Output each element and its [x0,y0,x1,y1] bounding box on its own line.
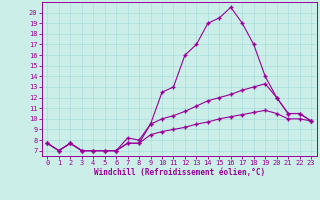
X-axis label: Windchill (Refroidissement éolien,°C): Windchill (Refroidissement éolien,°C) [94,168,265,177]
